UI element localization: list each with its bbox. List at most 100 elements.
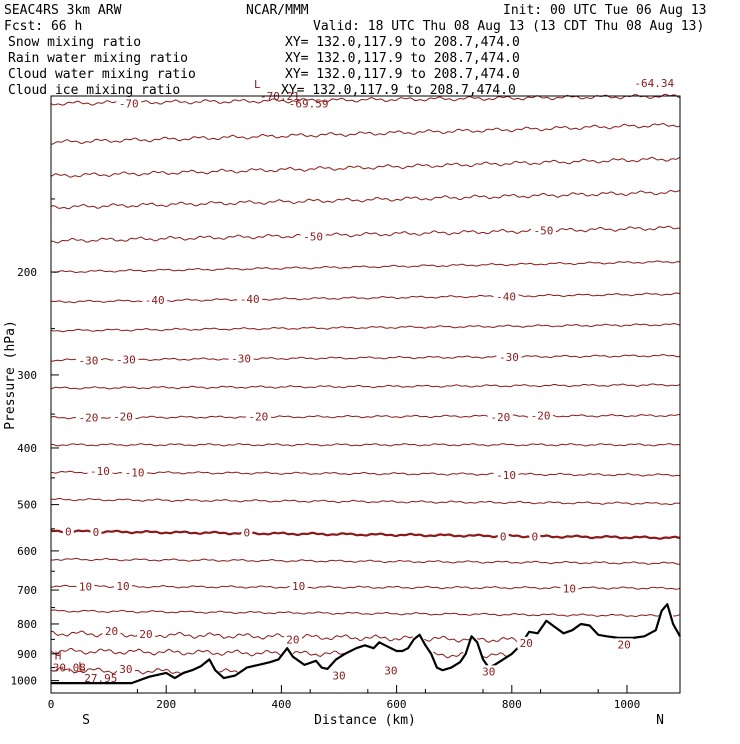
isotherm-label: -40 [145,294,165,307]
isotherm--30 [51,354,681,362]
isotherm-label-layer: -70 -50 -50 -40 -40 -40 -30 -30 -30 -30 -20 -20 -20 -… [62,97,634,682]
isotherm--50 [51,225,681,244]
isotherm-label-bg [496,351,522,364]
header-valid: Valid: 18 UTC Thu 08 Aug 13 (13 CDT Thu … [313,19,704,34]
isotherm-label-bg [615,638,634,651]
extremum-marker: L [254,78,261,91]
isotherm-label: -20 [248,411,268,424]
isotherm-label: 30 [332,669,345,682]
field-label-snow: Snow mixing ratio [8,35,141,50]
y-tick-label: 700 [17,584,37,597]
field-xy-cloud-water: XY= 132.0,117.9 to 208.7,474.0 [285,67,520,82]
isotherm-label: -40 [496,291,516,304]
isotherm-label-bg [283,633,302,646]
isotherm-label: 10 [563,583,576,596]
isotherm-label-bg [289,580,308,593]
isotherm-label: -30 [116,353,136,366]
isotherm-label-bg [122,466,148,479]
isotherm-label: -20 [490,411,510,424]
isotherm-label-bg [479,665,498,678]
isotherm-label: -50 [303,231,323,244]
x-tick-label: 0 [48,698,55,711]
x-tick-label: 600 [387,698,407,711]
isotherm-label-bg [62,525,74,538]
isotherm-label-bg [497,530,509,543]
isotherm-label-bg [102,625,121,638]
isotherm-layer [50,93,681,675]
isotherm-label-bg [237,293,263,306]
isotherm--65 [50,123,681,145]
isotherm-label: 30 [482,665,495,678]
isotherm-label-bg [493,469,519,482]
isotherm-label: 0 [244,527,251,540]
isotherm-label: 20 [520,637,533,650]
field-label-rain: Rain water mixing ratio [8,51,188,66]
isotherm-label-bg [241,526,253,539]
x-end-label-north: N [656,713,664,728]
isotherm-label-bg [113,353,139,366]
isotherm-label: 10 [292,580,305,593]
isotherm-label-bg [529,530,541,543]
isotherm--10 [50,470,681,477]
isotherm-label-bg [245,410,271,423]
isotherm-15 [50,609,681,618]
isotherm-label: -20 [531,410,551,423]
isotherm-label-bg [87,465,113,478]
x-end-label-south: S [82,713,90,728]
isotherm-label: 30 [119,663,132,676]
isotherm-label-bg [90,525,102,538]
isotherm--55 [50,189,681,210]
isotherm-0 [50,529,681,540]
isotherm-label-bg [75,411,101,424]
field-label-cloud-ice: Cloud ice mixing ratio [8,83,180,98]
isotherm-label: -10 [496,469,516,482]
isotherm-label-bg [228,352,254,365]
field-xy-cloud-ice: XY= 132.0,117.9 to 208.7,474.0 [281,83,516,98]
isotherm--20 [50,413,681,420]
header-model: SEAC4RS 3km ARW [4,3,122,18]
isotherm-label: -10 [125,466,145,479]
extremum-value: -64.34 [634,77,674,90]
isotherm--15 [51,443,681,447]
isotherm-label: -20 [113,411,133,424]
plot-frame [50,95,681,694]
header-init: Init: 00 UTC Tue 06 Aug 13 [503,3,707,18]
y-tick-label: 1000 [11,675,38,688]
isotherm-label: -10 [90,465,110,478]
isotherm-label-bg [300,230,326,243]
isotherm-label: 0 [93,526,100,539]
isotherm-label: -40 [240,293,260,306]
isotherm-label-bg [560,582,579,595]
isotherm-label: -30 [231,352,251,365]
x-tick-label: 1000 [614,698,641,711]
field-label-cloud-water: Cloud water mixing ratio [8,67,196,82]
isotherm--25 [50,383,681,390]
isotherm-25 [50,647,508,659]
isotherm-label: 20 [105,625,118,638]
extremum-value: 30.08 [53,662,86,675]
x-axis-title: Distance (km) [314,713,416,728]
isotherm-label: -30 [499,351,519,364]
y-tick-label: 400 [17,442,37,455]
extremum-marker: H [55,650,62,663]
isotherm-label: 10 [79,581,92,594]
isotherm-label: -70 [119,97,139,110]
y-tick-label: 800 [17,618,37,631]
isotherm-label: 0 [65,526,72,539]
isotherm-label-bg [517,636,536,649]
axis-layer: 0 200 400 600 800 100020030040050060070080090… [11,198,641,711]
isotherm--5 [50,497,681,506]
terrain-line [51,603,681,685]
isotherm-label-bg [381,664,400,677]
isotherm-label: 0 [532,530,539,543]
isotherm-label-bg [75,354,101,367]
isotherm-label: -20 [79,411,99,424]
isotherm-label: 20 [139,628,152,641]
isotherm-5 [50,557,681,565]
field-xy-snow: XY= 132.0,117.9 to 208.7,474.0 [285,35,520,50]
isotherm-10 [50,584,681,590]
isotherm-label-bg [137,628,156,641]
